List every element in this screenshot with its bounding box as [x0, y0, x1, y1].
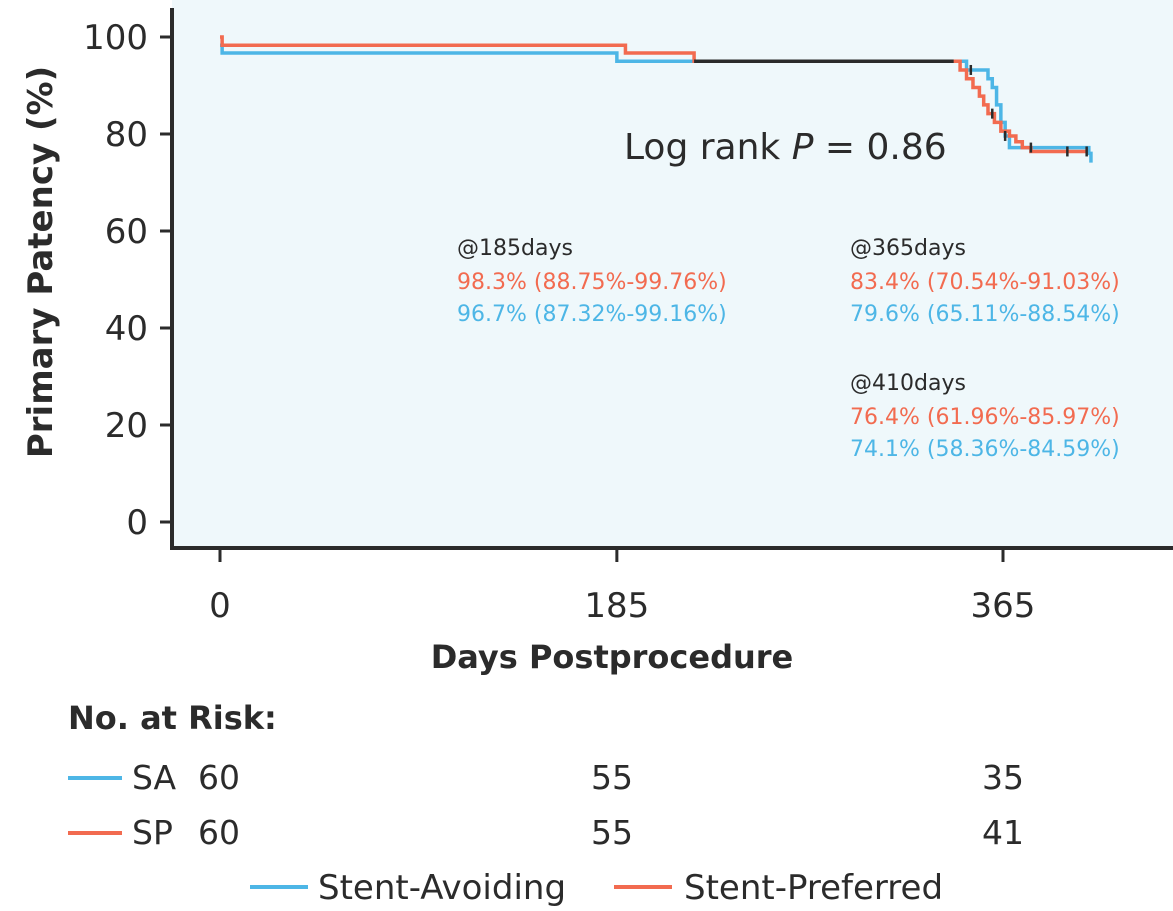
risk-value-sa-2: 35 — [982, 758, 1024, 797]
risk-table-title: No. at Risk: — [68, 699, 277, 737]
risk-value-sp-2: 41 — [982, 813, 1024, 852]
risk-value-sp-0: 60 — [198, 813, 240, 852]
legend: Stent-Avoiding Stent-Preferred — [250, 868, 943, 908]
estimate-label-410days: @410days — [850, 371, 966, 396]
risk-label-sp: SP — [132, 813, 173, 852]
x-tick-label-0: 0 — [209, 586, 231, 626]
y-tick-label-0: 0 — [126, 503, 148, 543]
risk-value-sp-1: 55 — [591, 813, 633, 852]
risk-value-sa-0: 60 — [198, 758, 240, 797]
y-axis-label: Primary Patency (%) — [21, 66, 61, 458]
estimate-sp-185days: 98.3% (88.75%-99.76%) — [457, 270, 727, 295]
estimate-label-185days: @185days — [457, 236, 573, 261]
estimate-label-365days: @365days — [850, 236, 966, 261]
y-tick-label-100: 100 — [83, 18, 148, 58]
risk-table: No. at Risk: SA 60 55 35 SP 60 55 41 — [68, 699, 1024, 852]
y-tick-label-60: 60 — [105, 212, 148, 252]
legend-label-stent-avoiding: Stent-Avoiding — [318, 868, 566, 908]
y-tick-label-20: 20 — [105, 406, 148, 446]
curve-stent-preferred — [220, 35, 1087, 154]
axes: 0 20 40 60 80 100 0 185 365 Primary Patency (%) Da… — [21, 8, 1173, 676]
y-tick-label-40: 40 — [105, 309, 148, 349]
risk-value-sa-1: 55 — [591, 758, 633, 797]
annotations: Log rank P = 0.86 @185days 98.3% (88.75%-9… — [457, 127, 1120, 462]
plot-background — [172, 0, 1173, 548]
estimate-sa-365days: 79.6% (65.11%-88.54%) — [850, 302, 1120, 327]
curve-stent-avoiding — [220, 43, 1093, 163]
estimate-sp-365days: 83.4% (70.54%-91.03%) — [850, 270, 1120, 295]
x-tick-label-365: 365 — [971, 586, 1036, 626]
log-rank-annotation: Log rank P = 0.86 — [624, 127, 947, 168]
y-tick-label-80: 80 — [105, 115, 148, 155]
x-tick-label-185: 185 — [584, 586, 649, 626]
risk-label-sa: SA — [132, 758, 177, 797]
estimate-sp-410days: 76.4% (61.96%-85.97%) — [850, 405, 1120, 430]
estimate-sa-185days: 96.7% (87.32%-99.16%) — [457, 302, 727, 327]
x-axis-label: Days Postprocedure — [431, 638, 794, 676]
legend-label-stent-preferred: Stent-Preferred — [684, 868, 943, 908]
survival-curves — [220, 35, 1093, 163]
estimate-sa-410days: 74.1% (58.36%-84.59%) — [850, 437, 1120, 462]
